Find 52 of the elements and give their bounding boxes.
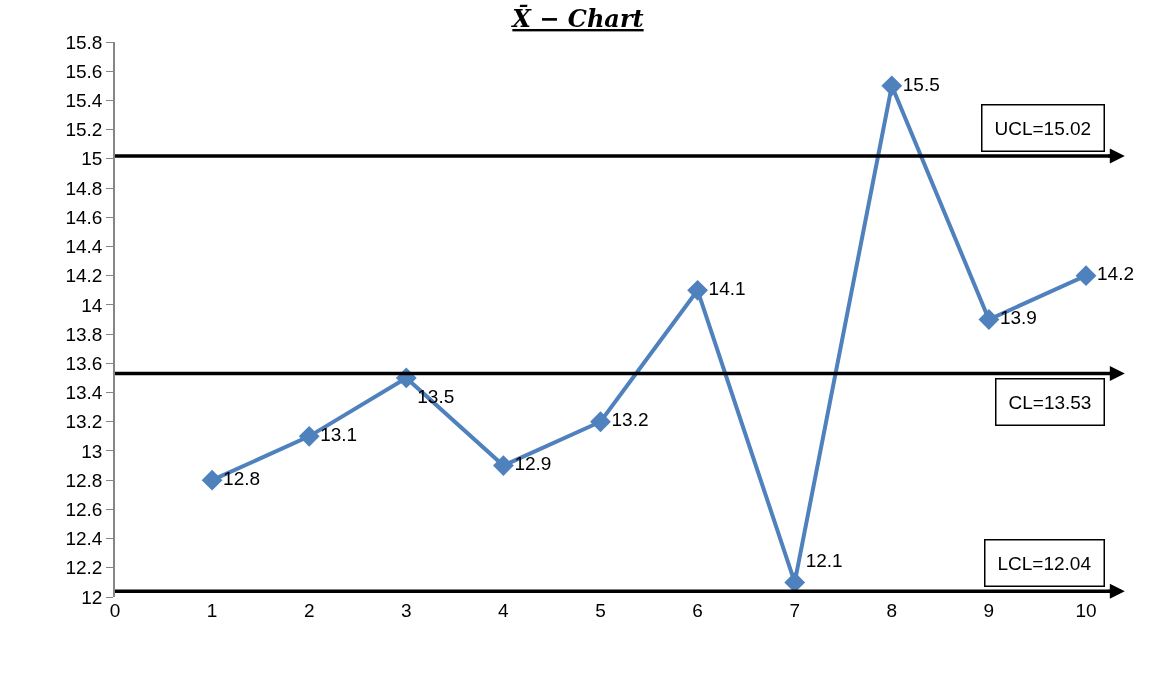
y-tick-label: 15.8 [65,31,103,53]
chart-title: X̄ − Chart [510,3,644,33]
y-tick-label: 15 [81,148,103,170]
y-tick-label: 14 [81,294,103,316]
data-label: 13.1 [320,424,358,446]
x-tick-label: 9 [983,600,995,621]
data-label: 12.8 [223,467,261,489]
x-tick-label: 0 [109,600,121,621]
point [978,309,1000,330]
x-tick-label: 10 [1075,600,1097,621]
x-tick-label: 6 [692,600,703,621]
y-tick-label: 14.4 [65,236,103,258]
point [1075,265,1097,287]
y-tick-label: 12.4 [65,528,103,550]
y-tick-label: 14.2 [65,265,103,287]
point [687,279,708,301]
ref-line-label: CL=13.53 [1008,391,1092,413]
point [298,425,320,447]
data-label: 15.5 [902,73,940,95]
y-tick-label: 13 [81,440,103,462]
point [201,469,223,491]
y-tick-label: 15.4 [65,90,103,112]
ref-line-label: UCL=15.02 [994,117,1092,139]
y-tick-label: 12.6 [65,499,103,521]
y-tick-label: 13.8 [65,323,103,345]
x-tick-label: 8 [886,600,898,621]
x-tick-label: 5 [595,600,606,621]
x-tick-label: 2 [303,600,315,621]
y-tick-label: 13.2 [65,411,103,433]
data-label: 12.1 [805,549,843,571]
data-label: 12.9 [514,453,552,475]
x-tick-label: 3 [401,600,412,621]
point [493,455,514,476]
y-tick-label: 12.8 [65,469,103,491]
y-tick-label: 12 [81,586,103,608]
data-label: 14.1 [708,278,746,300]
y-tick-label: 15.6 [65,60,103,82]
data-label: 14.2 [1097,263,1134,285]
x-tick-label: 7 [789,600,800,621]
ref-line-label: LCL=12.04 [997,552,1092,574]
point [590,411,611,433]
x-tick-label: 4 [498,600,510,621]
x-tick-label: 1 [206,600,218,621]
y-tick-label: 12.2 [65,557,103,579]
y-tick-label: 13.6 [65,352,103,374]
y-tick-label: 14.8 [65,177,103,199]
data-label: 13.2 [611,409,649,431]
point [881,75,903,97]
data-label: 13.9 [999,307,1037,329]
y-tick-label: 13.4 [65,382,103,404]
y-tick-label: 15.2 [65,119,103,141]
y-tick-label: 14.6 [65,206,103,228]
